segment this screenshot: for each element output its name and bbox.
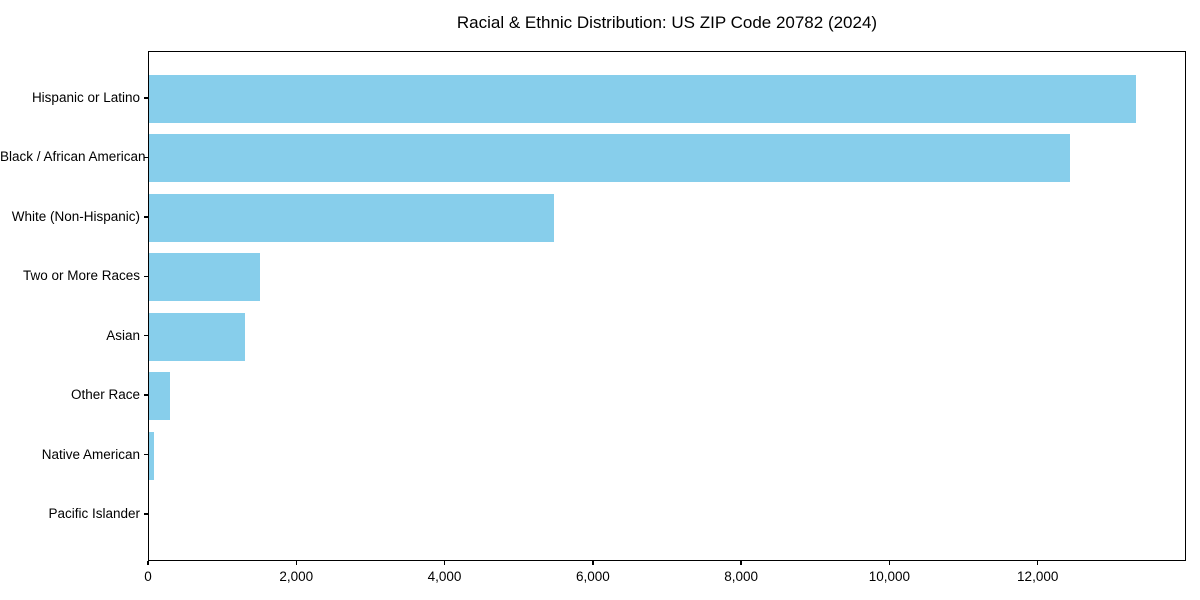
bar bbox=[149, 372, 171, 421]
y-axis-category-label: Two or More Races bbox=[22, 268, 140, 284]
x-axis-tick-label: 12,000 bbox=[1017, 569, 1059, 584]
x-axis-tick bbox=[740, 561, 742, 565]
y-axis-tick bbox=[143, 156, 148, 159]
bar bbox=[149, 134, 1070, 183]
y-axis-tick bbox=[143, 513, 148, 515]
bar bbox=[149, 253, 261, 302]
y-axis-tick bbox=[143, 216, 148, 218]
x-axis-tick bbox=[443, 561, 446, 565]
y-axis-category-label: White (Non-Hispanic) bbox=[11, 208, 140, 224]
x-axis-tick bbox=[592, 561, 594, 565]
x-axis-tick bbox=[147, 561, 149, 565]
x-axis-tick bbox=[295, 561, 298, 565]
bar bbox=[149, 193, 554, 242]
y-axis-tick bbox=[143, 275, 148, 278]
y-axis-tick bbox=[143, 334, 148, 337]
x-axis-tick-label: 6,000 bbox=[575, 569, 610, 584]
x-axis-tick bbox=[1036, 561, 1039, 565]
plot-area bbox=[148, 51, 1186, 561]
y-axis-tick bbox=[143, 97, 148, 99]
chart-title: Racial & Ethnic Distribution: US ZIP Cod… bbox=[456, 13, 878, 32]
y-axis-category-label: Other Race bbox=[70, 387, 140, 403]
x-axis-tick-label: 8,000 bbox=[724, 569, 759, 584]
y-axis-tick bbox=[143, 453, 148, 456]
x-axis-tick-label: 2,000 bbox=[279, 569, 314, 584]
bar bbox=[149, 312, 246, 361]
x-axis-tick bbox=[888, 561, 891, 565]
y-axis-tick bbox=[143, 394, 148, 396]
x-axis-tick-label: 10,000 bbox=[868, 569, 911, 584]
y-axis-category-label: Asian bbox=[106, 327, 140, 343]
bar bbox=[149, 431, 155, 480]
y-axis-category-label: Pacific Islander bbox=[48, 506, 140, 521]
x-axis-tick-label: 4,000 bbox=[427, 569, 462, 584]
x-axis-tick-label: 0 bbox=[144, 569, 152, 584]
bar bbox=[149, 75, 1136, 123]
y-axis-category-label: Native American bbox=[41, 446, 140, 462]
y-axis-category-label: Hispanic or Latino bbox=[31, 90, 140, 105]
y-axis-category-label: Black / African American bbox=[0, 149, 146, 165]
